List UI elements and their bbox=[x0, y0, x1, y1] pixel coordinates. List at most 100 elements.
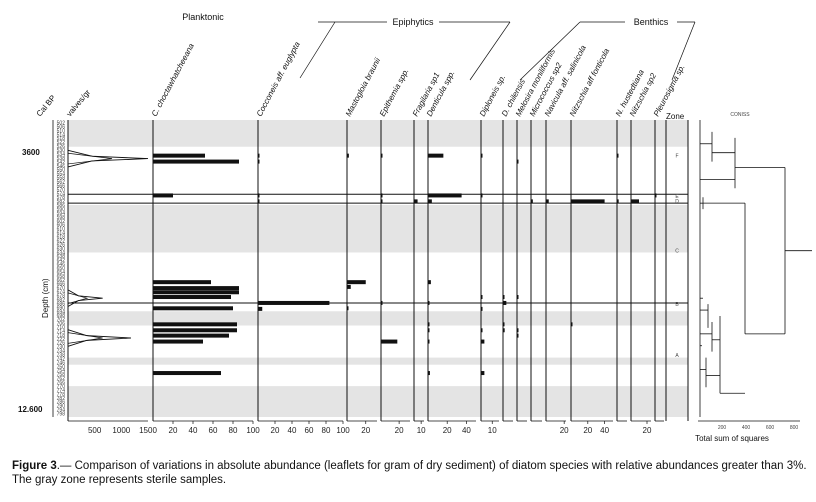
tick-label: 20 bbox=[443, 426, 452, 435]
tick-label: 20 bbox=[583, 426, 592, 435]
group-connector bbox=[671, 21, 696, 81]
bar bbox=[381, 153, 383, 158]
figure-caption: Figure 3.— Comparison of variations in a… bbox=[12, 459, 807, 487]
depth-tick-label: 594 bbox=[57, 211, 66, 217]
tick-label: 60 bbox=[209, 426, 218, 435]
bar bbox=[258, 300, 330, 305]
depth-tick-label: 622 bbox=[57, 238, 66, 244]
dendro-tick-label: 600 bbox=[766, 425, 775, 431]
tick-label: 40 bbox=[462, 426, 471, 435]
depth-tick-label: 542 bbox=[57, 160, 66, 166]
depth-tick-label: 570 bbox=[57, 187, 66, 193]
depth-tick-label: 670 bbox=[57, 286, 66, 292]
bar bbox=[428, 339, 430, 344]
bar bbox=[517, 295, 519, 300]
valves-tick-label: 500 bbox=[88, 426, 102, 435]
depth-tick-label: 582 bbox=[57, 199, 66, 205]
depth-tick-label: 522 bbox=[57, 140, 66, 146]
bar bbox=[517, 333, 519, 338]
depth-tick-label: 694 bbox=[57, 309, 66, 315]
depth-tick-label: 558 bbox=[57, 176, 66, 182]
figure-caption-text: .— Comparison of variations in absolute … bbox=[12, 460, 807, 486]
series-label: C. choctawhatcheeana bbox=[150, 41, 196, 118]
depth-tick-label: 642 bbox=[57, 258, 66, 264]
zone-label-D: D bbox=[675, 199, 679, 205]
depth-tick-label: 506 bbox=[57, 124, 66, 130]
group-connector bbox=[519, 21, 581, 81]
bar bbox=[258, 153, 260, 158]
depth-tick-label: 618 bbox=[57, 235, 66, 241]
bar bbox=[631, 199, 639, 204]
depth-tick-label: 746 bbox=[57, 360, 66, 366]
bar bbox=[347, 153, 349, 158]
sterile-band bbox=[68, 120, 688, 147]
sterile-band bbox=[68, 311, 688, 326]
zone-header: Zone bbox=[666, 112, 685, 121]
bar bbox=[503, 300, 507, 305]
depth-tick-label: 650 bbox=[57, 266, 66, 272]
group-label-epiphytics: Epiphytics bbox=[392, 17, 434, 27]
dendro-tick-label: 400 bbox=[742, 425, 751, 431]
depth-tick-label: 750 bbox=[57, 364, 66, 370]
depth-tick-label: 766 bbox=[57, 380, 66, 386]
bar bbox=[503, 295, 505, 300]
bar bbox=[153, 333, 229, 338]
depth-tick-label: 510 bbox=[57, 128, 66, 134]
valves-curve: 500 1000 1500 bbox=[67, 149, 157, 435]
series-label: Epithemia spp. bbox=[378, 67, 411, 118]
series-ticks: 20 40 60 80 100 20 40 60 80 100 20 20 10 20 40 10 20 20 40… bbox=[169, 421, 652, 435]
group-connector bbox=[469, 21, 511, 81]
depth-tick-label: 562 bbox=[57, 179, 66, 185]
tick-label: 40 bbox=[189, 426, 198, 435]
depth-tick-label: 634 bbox=[57, 250, 66, 256]
bar bbox=[481, 371, 485, 376]
depth-tick-label: 722 bbox=[57, 337, 66, 343]
bar bbox=[258, 306, 263, 311]
depth-tick-label: 758 bbox=[57, 372, 66, 378]
bar bbox=[481, 339, 485, 344]
tick-label: 20 bbox=[395, 426, 404, 435]
depth-tick-label: 714 bbox=[57, 329, 66, 335]
depth-tick-label: 698 bbox=[57, 313, 66, 319]
tick-label: 20 bbox=[169, 426, 178, 435]
bar bbox=[503, 322, 505, 327]
bar bbox=[153, 339, 203, 344]
depth-tick-label: 602 bbox=[57, 219, 66, 225]
depth-tick-label: 702 bbox=[57, 317, 66, 323]
depth-tick-label: 554 bbox=[57, 172, 66, 178]
sterile-band bbox=[68, 357, 688, 365]
zone-label-F: F bbox=[675, 154, 678, 160]
bar bbox=[153, 371, 221, 376]
depth-tick-label: 586 bbox=[57, 203, 66, 209]
depth-tick-label: 690 bbox=[57, 305, 66, 311]
group-label-benthics: Benthics bbox=[634, 17, 669, 27]
series-label: Cocconeis aff. euglypta bbox=[255, 40, 302, 118]
tick-label: 80 bbox=[322, 426, 331, 435]
depth-tick-label: 526 bbox=[57, 144, 66, 150]
dendro-tick-label: 800 bbox=[790, 425, 799, 431]
bottom-age-label: 12.600 bbox=[18, 405, 43, 414]
series-label: Mastogloia braunii bbox=[344, 56, 383, 118]
tick-label: 20 bbox=[560, 426, 569, 435]
depth-tick-label: 682 bbox=[57, 297, 66, 303]
bar bbox=[481, 306, 483, 311]
depth-tick-label: 782 bbox=[57, 396, 66, 402]
depth-tick-label: 706 bbox=[57, 321, 66, 327]
group-connector bbox=[299, 21, 336, 79]
tick-label: 100 bbox=[246, 426, 260, 435]
age-axis-label: Cal BP bbox=[35, 93, 58, 118]
series-labels: C. choctawhatcheeana Cocconeis aff. eugly… bbox=[150, 40, 687, 118]
depth-tick-label: 686 bbox=[57, 301, 66, 307]
bar bbox=[571, 322, 573, 327]
tick-label: 20 bbox=[271, 426, 280, 435]
depth-tick-label: 738 bbox=[57, 353, 66, 359]
tick-label: 40 bbox=[288, 426, 297, 435]
depth-tick-label: 518 bbox=[57, 136, 66, 142]
tick-label: 10 bbox=[417, 426, 426, 435]
bar bbox=[153, 280, 211, 285]
bar bbox=[517, 159, 519, 164]
valves-peak-inner bbox=[67, 292, 89, 304]
depth-tick-label: 794 bbox=[57, 408, 66, 414]
depth-tick-label: 742 bbox=[57, 356, 66, 362]
bar bbox=[546, 199, 549, 204]
